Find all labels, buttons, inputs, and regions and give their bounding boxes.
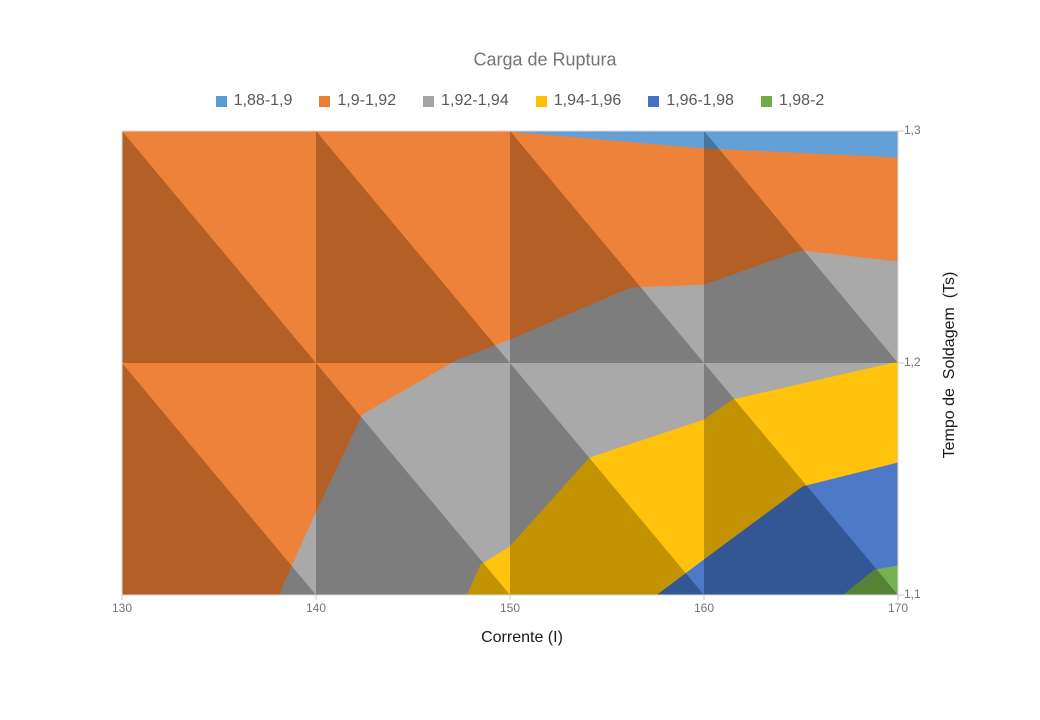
legend: 1,88-1,9 1,9-1,92 1,92-1,94 1,94-1,96 1,96-1… [0,91,1040,111]
facet-dark [316,131,510,363]
x-tick-label: 160 [693,601,715,615]
facet-dark [704,131,898,363]
facet-light [316,363,510,595]
y-tick-label: 1,3 [904,123,921,137]
legend-item: 1,98-2 [760,92,825,110]
facet-dark [316,363,510,595]
facet-light [122,131,316,363]
facet-light [510,363,704,595]
legend-label: 1,92-1,94 [441,92,509,109]
facet-dark [704,363,898,595]
legend-label: 1,98-2 [778,92,825,109]
facet-dark [510,363,704,595]
facet-dark [122,131,316,363]
legend-label: 1,9-1,92 [337,92,397,109]
facet-dark [122,363,316,595]
x-tick-label: 140 [305,601,327,615]
chart-title: Carga de Ruptura [473,49,617,70]
x-axis-title: Corrente (I) [481,629,563,646]
legend-item: 1,94-1,96 [535,92,622,110]
facet-light [704,363,898,595]
legend-label: 1,94-1,96 [553,92,622,109]
y-tick-label: 1,1 [904,587,921,601]
y-axis-title: Tempo de Soldagem (Ts) [941,271,958,459]
y-tick-label: 1,2 [904,355,921,369]
legend-item: 1,9-1,92 [319,92,396,110]
facet-light [122,363,316,595]
legend-swatch-icon [423,95,435,107]
legend-label: 1,96-1,98 [666,92,734,109]
legend-swatch-icon [215,95,227,107]
legend-swatch-icon [760,95,772,107]
x-tick-label: 130 [111,601,133,615]
legend-swatch-icon [319,95,331,107]
legend-item: 1,96-1,98 [648,92,734,110]
facet-dark [510,131,704,363]
x-tick-label: 170 [887,601,909,615]
legend-swatch-icon [535,95,547,107]
facet-light [316,131,510,363]
legend-item: 1,92-1,94 [423,92,509,110]
facet-light [510,131,704,363]
facet-light [704,131,898,363]
x-tick-label: 150 [499,601,521,615]
legend-label: 1,88-1,9 [233,92,293,109]
legend-item: 1,88-1,9 [215,92,293,110]
legend-swatch-icon [648,95,660,107]
